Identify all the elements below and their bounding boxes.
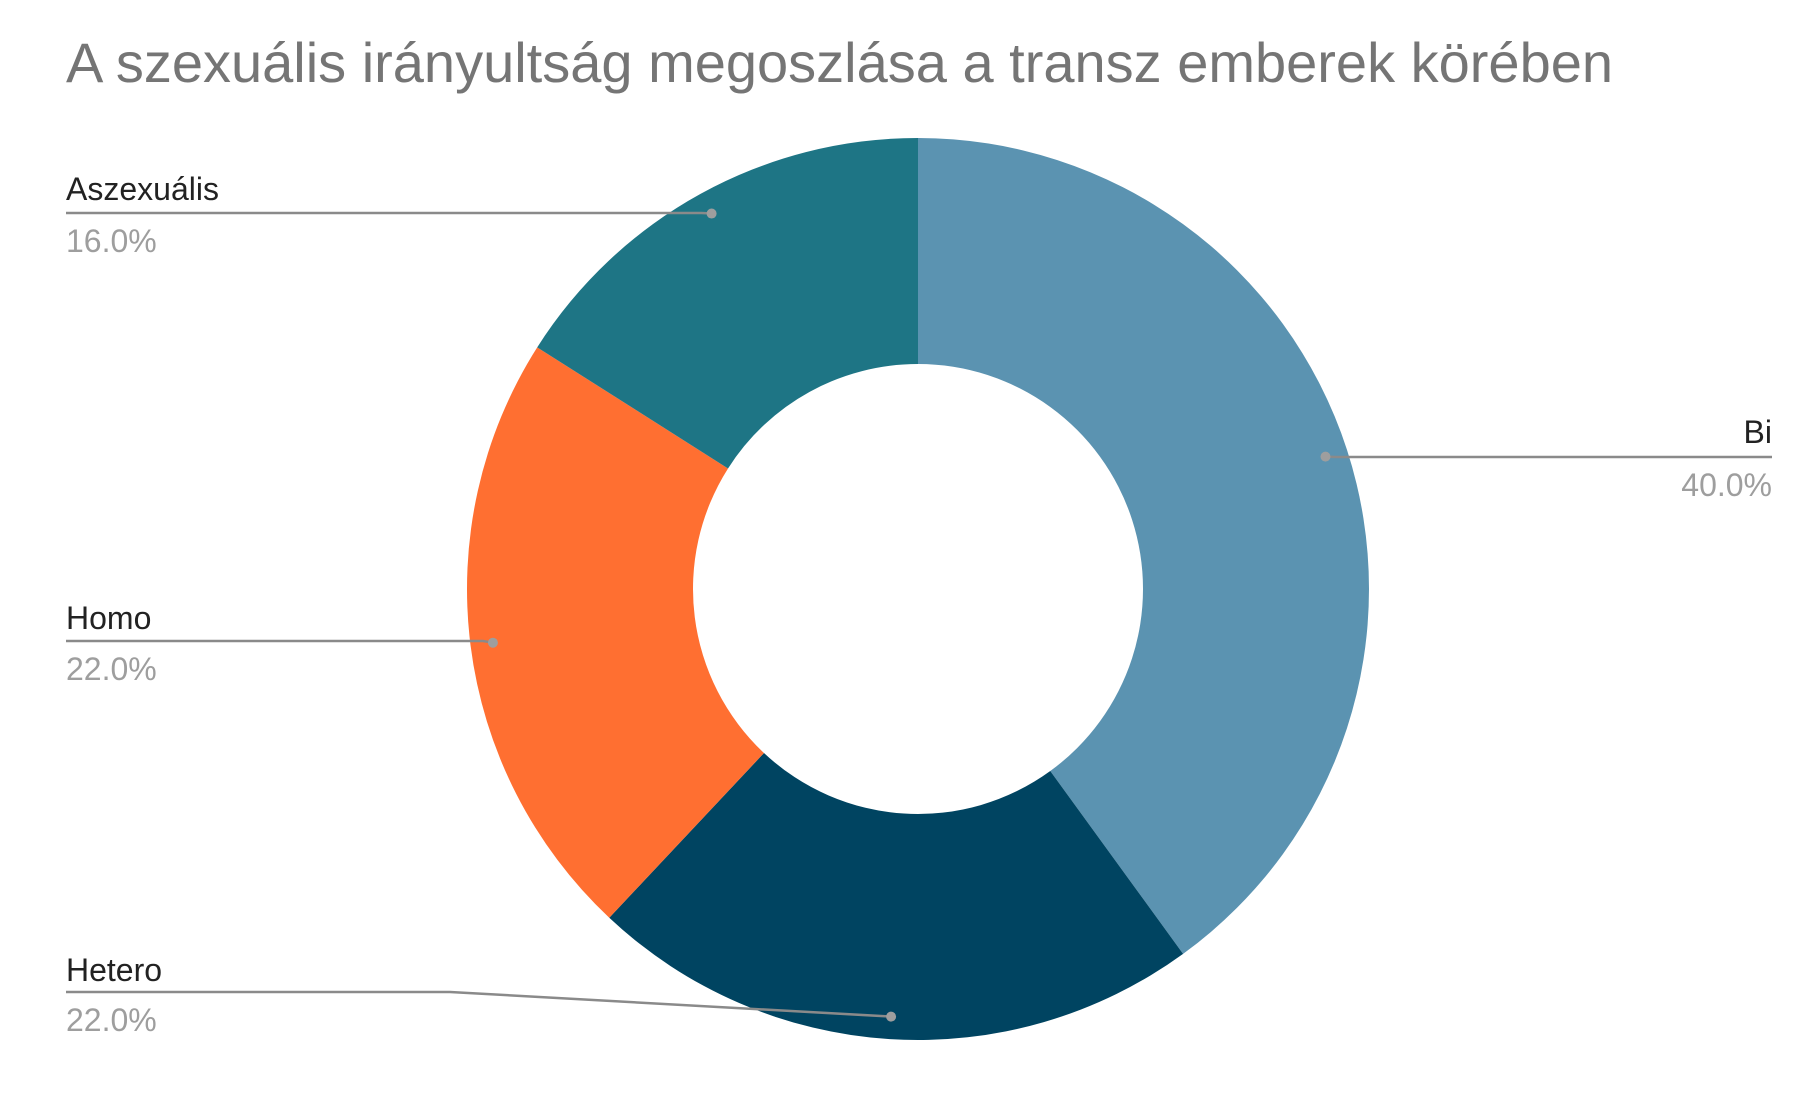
slice-bi[interactable]	[918, 138, 1369, 954]
leader-line-aszexuális	[66, 211, 712, 215]
donut-slices	[466, 138, 1369, 1040]
leader-dot-hetero	[886, 1011, 897, 1022]
leader-dot-homo	[487, 637, 498, 648]
slice-labels: Bi 40.0% Hetero 22.0% Homo 22.0% Aszexuális 16.…	[66, 171, 1772, 1038]
slice-aszexuális[interactable]	[537, 138, 918, 469]
slice-hetero[interactable]	[609, 753, 1184, 1040]
leader-dot-aszexuális	[706, 208, 717, 219]
chart-title: A szexuális irányultság megoszlása a tra…	[66, 31, 1613, 94]
slice-label-bi: Bi	[1744, 414, 1772, 450]
slice-label-hetero: Hetero	[66, 952, 162, 988]
leader-dot-bi	[1320, 451, 1331, 462]
slice-label-homo: Homo	[66, 600, 151, 636]
slice-percent-hetero: 22.0%	[66, 1002, 157, 1038]
slice-percent-aszexuális: 16.0%	[66, 223, 157, 259]
leader-line-hetero	[66, 990, 892, 1018]
slice-percent-homo: 22.0%	[66, 651, 157, 687]
slice-label-aszexuális: Aszexuális	[66, 171, 219, 207]
slice-homo[interactable]	[466, 347, 764, 918]
slice-percent-bi: 40.0%	[1681, 467, 1772, 503]
leader-line-homo	[66, 639, 494, 644]
